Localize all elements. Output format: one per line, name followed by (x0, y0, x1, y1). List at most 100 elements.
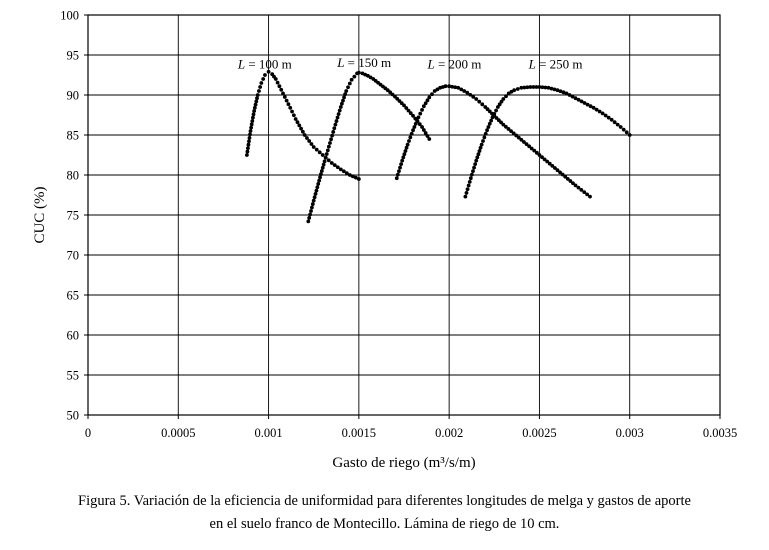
data-point (246, 146, 250, 151)
data-point (342, 95, 346, 100)
data-point (522, 85, 527, 90)
data-point (576, 185, 581, 190)
data-point (406, 108, 411, 113)
data-point (573, 183, 578, 188)
data-point (477, 99, 482, 104)
data-point (588, 104, 593, 109)
data-point (477, 149, 482, 153)
data-point (299, 126, 303, 131)
data-point (318, 175, 322, 180)
data-point (317, 178, 322, 183)
data-point (316, 182, 321, 186)
data-point (568, 179, 573, 183)
data-point (417, 122, 422, 127)
data-point (537, 85, 542, 89)
data-point (255, 93, 260, 97)
data-point (279, 87, 284, 92)
y-tick-label: 65 (67, 289, 80, 303)
x-tick-label: 0.0015 (342, 426, 376, 440)
data-point (310, 202, 315, 206)
series-4 (463, 85, 632, 199)
data-point (332, 126, 337, 131)
data-point (496, 105, 500, 109)
data-point (612, 120, 617, 125)
data-point (468, 176, 473, 181)
data-point (532, 148, 537, 153)
data-point (506, 127, 511, 131)
data-point (291, 113, 296, 118)
data-point (565, 176, 570, 181)
data-point (248, 129, 253, 133)
data-point (344, 171, 349, 176)
data-point (555, 88, 560, 93)
data-point (277, 84, 282, 89)
data-point (254, 99, 259, 104)
data-point (579, 99, 584, 104)
data-point (558, 89, 563, 94)
data-point (344, 89, 349, 93)
data-point (576, 97, 581, 102)
data-point (405, 142, 410, 147)
data-point (249, 122, 254, 127)
data-point (402, 152, 407, 157)
data-point (478, 145, 483, 150)
series-label: L = 150 m (336, 55, 391, 70)
data-point (529, 146, 534, 151)
data-point (606, 115, 611, 120)
data-point (555, 168, 560, 173)
data-point (334, 119, 339, 123)
data-point (353, 175, 358, 180)
y-tick-label: 60 (67, 329, 80, 343)
data-point (499, 99, 504, 104)
data-point (563, 174, 568, 179)
data-point (397, 169, 401, 174)
data-point (349, 77, 354, 82)
y-axis-title: CUC (%) (32, 186, 48, 243)
grid (87, 14, 721, 416)
data-point (466, 183, 471, 188)
data-point (524, 142, 529, 147)
data-point (402, 103, 406, 108)
series-label: L = 200 m (426, 57, 481, 72)
data-point (252, 105, 257, 110)
data-point (550, 163, 555, 168)
data-point (609, 117, 614, 122)
data-point (425, 134, 430, 138)
data-point (447, 84, 452, 89)
data-point (501, 97, 506, 101)
caption-line-2: en el suelo franco de Montecillo. Lámina… (209, 516, 560, 532)
data-point (567, 93, 572, 97)
data-point (468, 92, 473, 97)
data-point (618, 125, 623, 129)
data-point (540, 85, 545, 90)
y-tick-label: 100 (60, 9, 79, 23)
data-point (302, 133, 307, 137)
data-point (281, 91, 285, 96)
y-tick-label: 85 (67, 129, 80, 143)
x-tick-label: 0.0025 (522, 426, 556, 440)
data-point (253, 102, 258, 107)
data-point (246, 142, 251, 147)
data-point (519, 85, 524, 90)
data-point (531, 85, 536, 89)
data-point (313, 192, 318, 196)
data-point (571, 181, 575, 186)
data-point (247, 135, 252, 140)
data-point (336, 112, 341, 116)
data-point (543, 85, 548, 90)
data-point (307, 216, 312, 220)
data-point (475, 155, 480, 160)
data-point (399, 162, 404, 167)
data-point (462, 89, 467, 93)
data-point (343, 92, 348, 97)
data-point (603, 113, 608, 118)
data-point (395, 172, 400, 177)
data-point (255, 96, 259, 101)
data-point (282, 95, 287, 99)
data-point (310, 205, 314, 210)
data-point (459, 87, 464, 92)
data-point (497, 102, 502, 107)
data-point (503, 124, 508, 129)
data-point (319, 169, 324, 173)
data-point (352, 74, 357, 79)
